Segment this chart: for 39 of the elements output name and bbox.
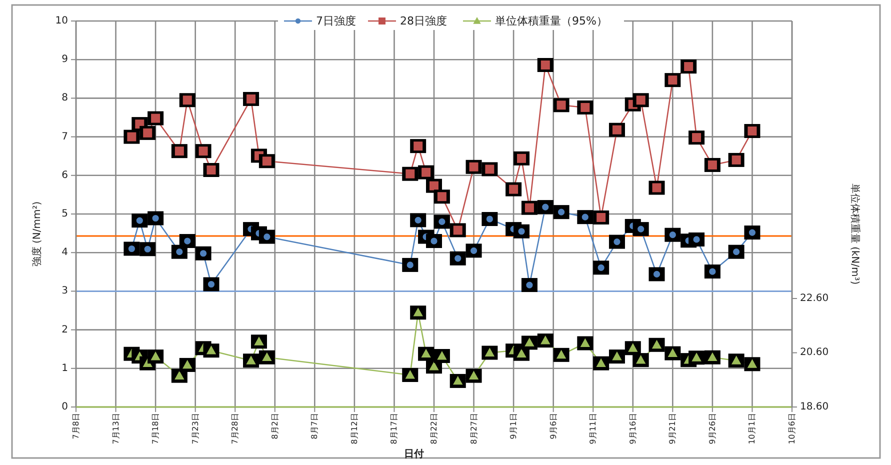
x-tick-label: 9月16日 [628,413,638,444]
x-tick-label: 10月6日 [788,413,796,444]
x-tick-label: 8月12日 [350,413,359,444]
y-tick-label: 8 [62,92,68,104]
x-tick-label: 9月6日 [548,413,558,440]
x-axis-title: 日付 [404,448,424,460]
y-tick-label: 0 [62,402,68,412]
x-tick-label: 9月11日 [588,413,598,444]
x-tick-label: 8月27日 [469,413,478,444]
x-tick-label: 7月13日 [111,413,120,444]
x-tick-label: 8月2日 [270,413,280,440]
y-tick-label: 10 [55,16,68,26]
legend-label: 単位体積重量（95%） [495,14,608,28]
x-tick-label: 7月23日 [190,413,200,444]
x-tick-label: 9月26日 [708,413,717,444]
y-tick-label: 7 [62,131,68,142]
x-tick-label: 10月1日 [748,413,757,444]
y-tick-label: 6 [62,170,68,181]
y-tick-label: 2 [62,324,68,336]
y-tick-label: 3 [62,286,68,297]
legend-label: 28日強度 [400,14,447,28]
x-tick-label: 7月18日 [151,413,160,444]
x-tick-label: 9月1日 [509,413,518,440]
y2-axis-title: 単位体積重量 (kN/m³) [849,183,861,285]
y-axis-title: 強度 (N/mm²) [31,201,43,267]
y2-tick-label: 22.60 [800,292,829,304]
x-tick-label: 8月7日 [310,413,320,440]
y-tick-label: 9 [62,54,68,66]
y-tick-label: 1 [62,362,68,374]
y2-tick-label: 20.60 [800,347,829,358]
legend-label: 7日強度 [316,14,356,28]
y-tick-label: 4 [62,247,68,258]
y-tick-label: 5 [62,208,68,220]
x-tick-label: 7月8日 [72,413,80,440]
x-tick-label: 7月28日 [230,413,240,444]
x-tick-label: 8月17日 [390,413,399,444]
y2-tick-label: 18.60 [800,402,829,412]
x-tick-label: 8月22日 [430,413,438,444]
x-tick-label: 9月21日 [668,413,678,444]
